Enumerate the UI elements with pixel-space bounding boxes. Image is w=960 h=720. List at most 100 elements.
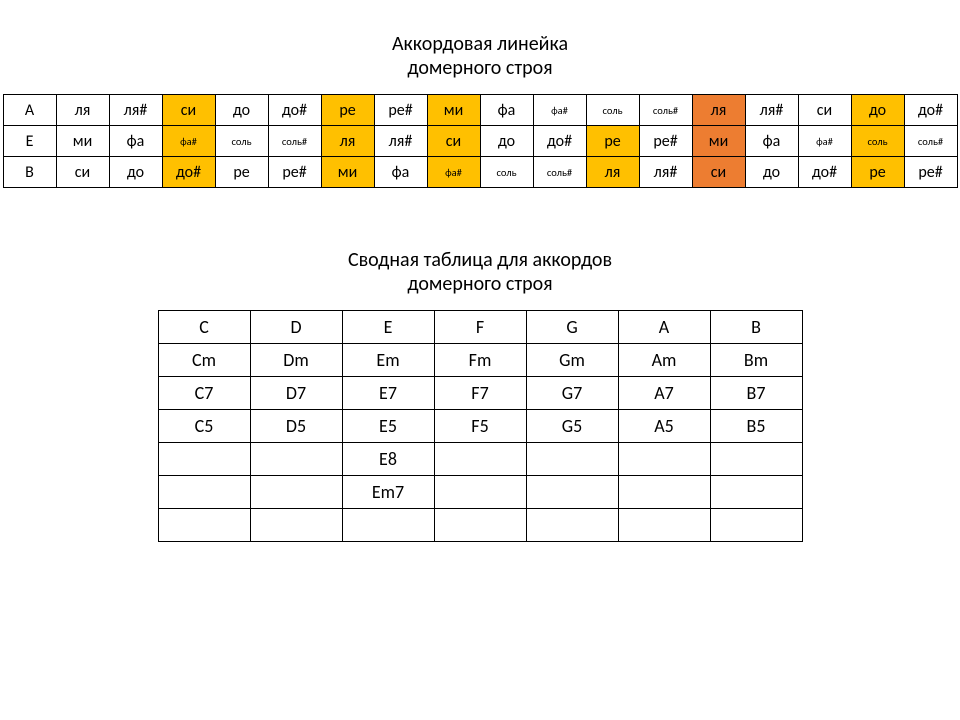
title-2: Сводная таблица для аккордов домерного с… xyxy=(0,188,960,296)
ruler-cell: ре xyxy=(215,157,268,188)
ruler-cell: си xyxy=(56,157,109,188)
summary-cell xyxy=(526,443,618,476)
ruler-cell: до# xyxy=(533,126,586,157)
summary-cell: E7 xyxy=(342,377,434,410)
summary-cell: C xyxy=(158,311,250,344)
ruler-cell: ми xyxy=(321,157,374,188)
ruler-cell: ля xyxy=(692,95,745,126)
ruler-cell: фа# xyxy=(533,95,586,126)
ruler-cell: до xyxy=(745,157,798,188)
ruler-cell: си xyxy=(692,157,745,188)
summary-cell: E xyxy=(342,311,434,344)
ruler-cell: соль xyxy=(851,126,904,157)
summary-cell xyxy=(710,476,802,509)
summary-row: CmDmEmFmGmAmBm xyxy=(158,344,802,377)
summary-cell: F7 xyxy=(434,377,526,410)
ruler-row: Bсидодо#рере#мифафа#сольсоль#ляля#сидодо… xyxy=(3,157,957,188)
summary-row xyxy=(158,509,802,542)
summary-cell: A7 xyxy=(618,377,710,410)
summary-cell: B7 xyxy=(710,377,802,410)
summary-cell: Fm xyxy=(434,344,526,377)
ruler-cell: соль xyxy=(215,126,268,157)
ruler-cell: соль# xyxy=(904,126,957,157)
title-2-line-1: Сводная таблица для аккордов xyxy=(0,248,960,272)
summary-cell: Em7 xyxy=(342,476,434,509)
summary-cell: Bm xyxy=(710,344,802,377)
ruler-cell: ля# xyxy=(639,157,692,188)
ruler-cell: до# xyxy=(162,157,215,188)
summary-cell: Gm xyxy=(526,344,618,377)
summary-cell: A xyxy=(618,311,710,344)
ruler-cell: фа xyxy=(745,126,798,157)
ruler-cell: си xyxy=(798,95,851,126)
summary-cell xyxy=(526,476,618,509)
ruler-cell: си xyxy=(162,95,215,126)
title-1-line-2: домерного строя xyxy=(0,56,960,80)
summary-cell: G xyxy=(526,311,618,344)
summary-cell: G5 xyxy=(526,410,618,443)
summary-cell: C7 xyxy=(158,377,250,410)
ruler-cell: ре# xyxy=(268,157,321,188)
chord-summary-body: CDEFGABCmDmEmFmGmAmBmC7D7E7F7G7A7B7C5D5E… xyxy=(158,311,802,542)
ruler-cell: до xyxy=(480,126,533,157)
summary-cell xyxy=(250,509,342,542)
ruler-cell: фа xyxy=(109,126,162,157)
ruler-row-head: B xyxy=(3,157,56,188)
summary-row: C5D5E5F5G5A5B5 xyxy=(158,410,802,443)
chord-ruler-body: Aляля#сидодо#рере#мифафа#сольсоль#ляля#с… xyxy=(3,95,957,188)
summary-cell: D5 xyxy=(250,410,342,443)
summary-cell xyxy=(710,509,802,542)
ruler-cell: ля xyxy=(586,157,639,188)
page: Аккордовая линейка домерного строя Aляля… xyxy=(0,0,960,720)
summary-cell: B5 xyxy=(710,410,802,443)
ruler-cell: си xyxy=(427,126,480,157)
ruler-cell: ля# xyxy=(745,95,798,126)
ruler-cell: ре xyxy=(321,95,374,126)
ruler-cell: соль# xyxy=(639,95,692,126)
summary-cell xyxy=(618,443,710,476)
ruler-cell: ре xyxy=(851,157,904,188)
title-2-line-2: домерного строя xyxy=(0,272,960,296)
summary-cell: E5 xyxy=(342,410,434,443)
ruler-cell: фа xyxy=(374,157,427,188)
summary-cell xyxy=(158,476,250,509)
summary-cell xyxy=(434,476,526,509)
ruler-cell: соль xyxy=(480,157,533,188)
summary-cell: F5 xyxy=(434,410,526,443)
ruler-cell: соль# xyxy=(533,157,586,188)
summary-cell xyxy=(434,509,526,542)
summary-cell: Am xyxy=(618,344,710,377)
summary-cell: G7 xyxy=(526,377,618,410)
summary-cell xyxy=(710,443,802,476)
summary-cell: Em xyxy=(342,344,434,377)
ruler-row: Aляля#сидодо#рере#мифафа#сольсоль#ляля#с… xyxy=(3,95,957,126)
summary-cell: E8 xyxy=(342,443,434,476)
summary-row: CDEFGAB xyxy=(158,311,802,344)
ruler-cell: до# xyxy=(904,95,957,126)
ruler-cell: ре# xyxy=(374,95,427,126)
summary-cell xyxy=(250,476,342,509)
ruler-cell: до# xyxy=(268,95,321,126)
ruler-cell: ля# xyxy=(374,126,427,157)
ruler-cell: ля# xyxy=(109,95,162,126)
summary-cell: B xyxy=(710,311,802,344)
ruler-cell: до xyxy=(109,157,162,188)
summary-cell: Cm xyxy=(158,344,250,377)
ruler-row: Eмифафа#сольсоль#ляля#сидодо#рере#мифафа… xyxy=(3,126,957,157)
ruler-row-head: E xyxy=(3,126,56,157)
summary-cell: F xyxy=(434,311,526,344)
ruler-cell: ре xyxy=(586,126,639,157)
summary-cell: A5 xyxy=(618,410,710,443)
ruler-cell: ре# xyxy=(904,157,957,188)
chord-ruler-table: Aляля#сидодо#рере#мифафа#сольсоль#ляля#с… xyxy=(3,94,958,188)
summary-cell: D xyxy=(250,311,342,344)
ruler-cell: до xyxy=(215,95,268,126)
ruler-cell: ля xyxy=(321,126,374,157)
summary-cell xyxy=(158,443,250,476)
summary-row: C7D7E7F7G7A7B7 xyxy=(158,377,802,410)
ruler-cell: ми xyxy=(692,126,745,157)
ruler-cell: ми xyxy=(427,95,480,126)
summary-cell: Dm xyxy=(250,344,342,377)
ruler-cell: ля xyxy=(56,95,109,126)
ruler-cell: фа xyxy=(480,95,533,126)
